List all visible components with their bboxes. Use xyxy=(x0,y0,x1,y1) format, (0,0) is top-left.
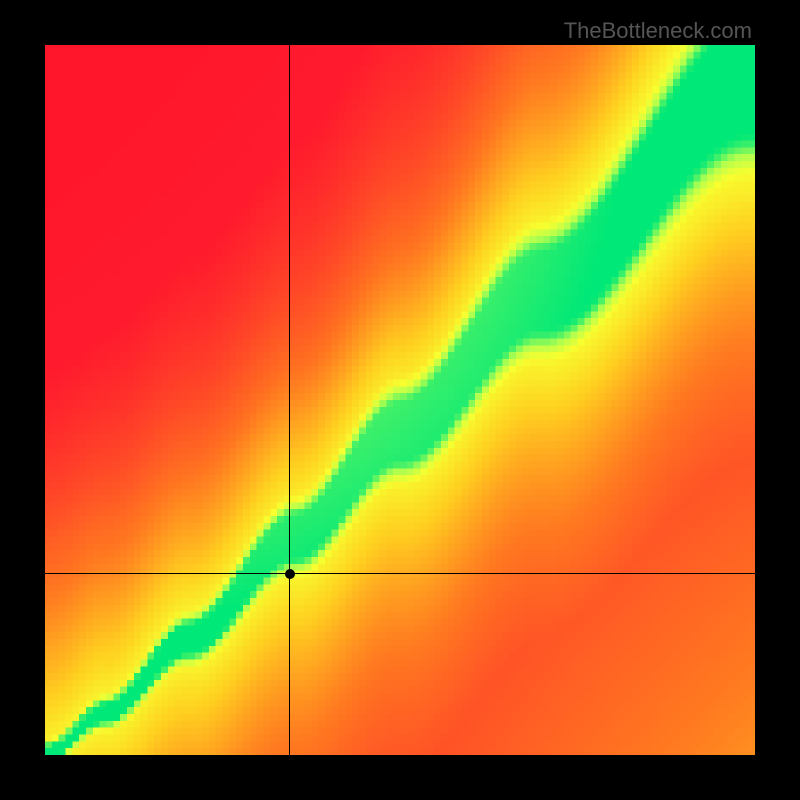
chart-container: TheBottleneck.com xyxy=(0,0,800,800)
marker-dot xyxy=(285,569,295,579)
watermark-text: TheBottleneck.com xyxy=(564,18,752,44)
crosshair-horizontal xyxy=(45,573,755,574)
crosshair-vertical xyxy=(289,45,290,755)
bottleneck-heatmap xyxy=(45,45,755,755)
